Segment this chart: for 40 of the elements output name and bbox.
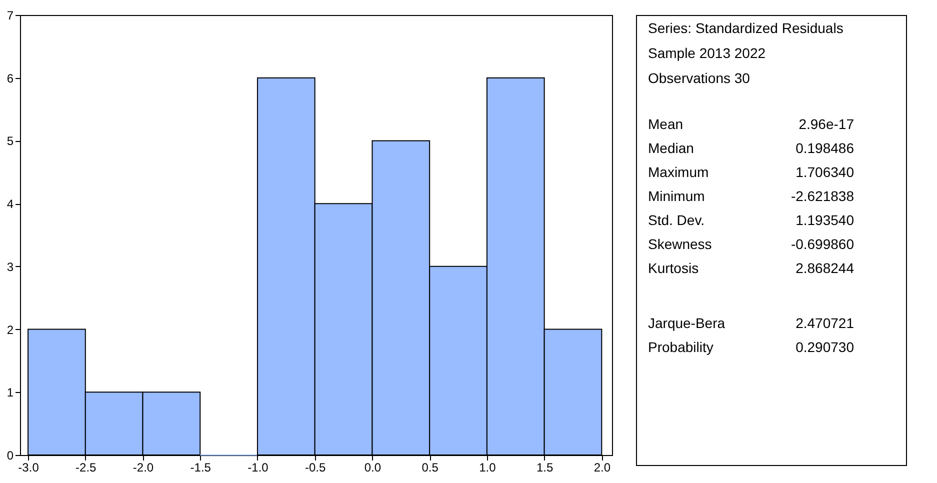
text: Median [648,140,694,156]
y-tick-label: 0 [6,448,14,462]
x-tick-label: 1.5 [536,460,554,474]
x-tick-label: 2.0 [594,460,611,474]
x-tick-label: -1.0 [248,460,269,474]
text: 2.470721 [796,315,854,331]
y-tick-label: 6 [6,71,14,86]
text: 1.193540 [796,212,854,228]
text: -0.699860 [790,236,854,252]
text: 0.198486 [796,140,854,156]
y-tick-label: 2 [6,322,14,337]
y-tick-label: 3 [6,260,14,274]
y-tick-label: 7 [6,8,14,22]
text: Minimum [648,188,705,204]
x-tick-label: -1.5 [190,460,212,474]
x-tick-label: 1.0 [479,460,496,474]
x-tick-label: 0.0 [364,460,382,474]
y-tick-label: 5 [6,134,14,148]
text: 2.868244 [796,260,854,276]
text: Std. Dev. [648,212,705,228]
text: Mean [648,116,684,132]
text: Probability [648,339,714,355]
y-tick-label: 1 [6,386,14,400]
x-tick-label: -3.0 [18,460,40,474]
text: Jarque-Bera [648,315,726,331]
text: 2.96e-17 [798,116,854,132]
text: Maximum [648,164,709,180]
text: Kurtosis [648,260,699,276]
y-tick-label: 4 [6,197,14,212]
x-tick-label: -2.0 [132,460,154,474]
text: -2.621838 [790,188,854,204]
text: 0.290730 [796,339,854,355]
text: Series: Standardized Residuals [648,20,844,36]
text: Observations 30 [648,70,750,86]
x-tick-label: 0.5 [422,460,439,474]
x-tick-label: -0.5 [305,460,326,474]
text: Sample 2013 2022 [648,45,766,61]
x-tick-label: -2.5 [76,460,97,474]
text: Skewness [648,236,712,252]
text: 1.706340 [796,164,854,180]
